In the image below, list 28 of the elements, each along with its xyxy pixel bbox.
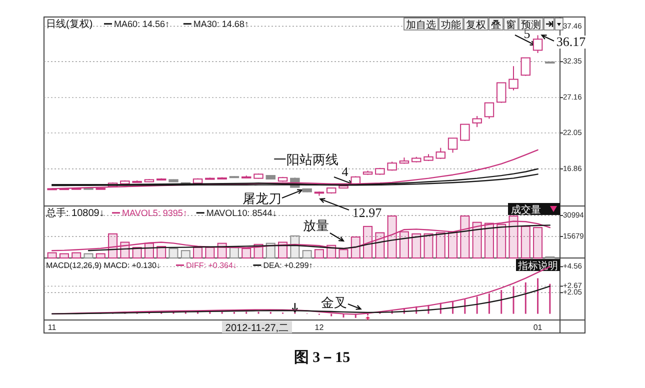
legend-label: MAVOL5: 9395↑ bbox=[122, 208, 188, 218]
annotation: 复权 bbox=[466, 19, 486, 31]
annotation: 4 bbox=[342, 164, 349, 179]
x-tick-label: 11 bbox=[48, 323, 57, 332]
x-tick-label: 12 bbox=[314, 323, 324, 332]
annotation: 叠 bbox=[491, 20, 501, 31]
x-tick-label: 01 bbox=[533, 323, 543, 332]
legend-label: DIFF: +0.364↓ bbox=[186, 261, 237, 270]
annotation: 指标说明 bbox=[517, 260, 558, 272]
annotation: 成交量 bbox=[511, 204, 541, 216]
annotation: 一阳站两线 bbox=[274, 152, 338, 167]
legend-label: MA30: 14.68↑ bbox=[193, 19, 249, 29]
legend-label: DEA: +0.299↑ bbox=[263, 261, 313, 270]
caption: 图 3－15 bbox=[294, 350, 350, 366]
annotation: 总手: 10809↓ bbox=[45, 207, 104, 219]
text: 2012-11-27,二 bbox=[225, 323, 289, 334]
legend-label: MAVOL10: 8544↓ bbox=[206, 208, 277, 218]
annotation: 加自选 bbox=[406, 19, 436, 31]
annotation: 屠龙刀 bbox=[242, 191, 282, 206]
annotation: 12.97 bbox=[352, 205, 382, 220]
annotation: 功能 bbox=[441, 19, 461, 31]
annotation: 日线(复权) bbox=[46, 18, 93, 30]
annotation: 窗 bbox=[506, 19, 516, 31]
annotation: MACD(12,26,9) MACD: +0.130↓ bbox=[46, 261, 160, 270]
legend-label: MA60: 14.56↑ bbox=[114, 19, 170, 29]
annotation: 36.17 bbox=[556, 34, 586, 49]
annotation: 金叉 bbox=[321, 295, 347, 310]
annotation: 放量 bbox=[303, 218, 329, 233]
